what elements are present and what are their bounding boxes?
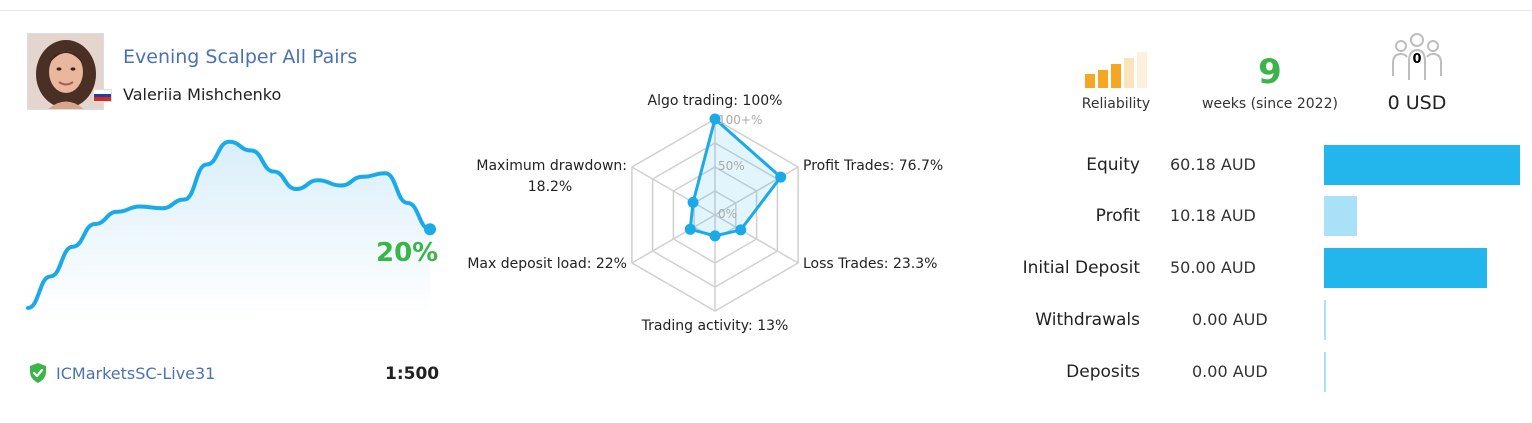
subscribers-count: 0 <box>1412 52 1422 67</box>
reliability-bar <box>1085 74 1095 88</box>
reliability-bar <box>1137 52 1147 88</box>
radar-label-algo: Algo trading: 100% <box>648 93 783 109</box>
radar-label-deposit-load: Max deposit load: 22% <box>467 256 627 272</box>
stat-value: 0.00 AUD <box>1192 310 1268 329</box>
radar-grid-spoke <box>631 214 716 264</box>
stat-initial-deposit: Initial Deposit 50.00 AUD <box>960 248 1530 288</box>
broker-server[interactable]: ICMarketsSC-Live31 <box>28 362 215 384</box>
stat-bar <box>1324 145 1520 185</box>
radar-points <box>684 113 787 242</box>
stat-bar <box>1324 196 1358 236</box>
radar-label-drawdown: Maximum drawdown: <box>476 158 627 174</box>
stat-label: Profit <box>1095 206 1140 226</box>
reliability-bar <box>1098 70 1108 88</box>
stat-label: Deposits <box>1066 362 1140 382</box>
radar-point <box>735 224 747 236</box>
stat-equity: Equity 60.18 AUD <box>960 145 1530 185</box>
growth-percent: 20% <box>376 238 439 268</box>
top-divider <box>0 10 1532 11</box>
radar-chart: 100+% 50% 0% Algo trading: 100% Profit T… <box>467 93 943 334</box>
radar-scale-50: 50% <box>718 159 745 173</box>
stat-label: Initial Deposit <box>1022 258 1140 278</box>
radar-label-drawdown-value: 18.2% <box>528 179 572 195</box>
reliability-bars-icon <box>1070 52 1162 88</box>
subscribers[interactable]: 0 0 USD <box>1372 30 1462 114</box>
stat-value: 50.00 AUD <box>1170 258 1256 277</box>
stat-profit: Profit 10.18 AUD <box>960 196 1530 236</box>
reliability-bar <box>1111 64 1121 88</box>
weeks-count: 9 <box>1258 52 1282 92</box>
author-name[interactable]: Valeriia Mishchenko <box>123 85 282 104</box>
reliability-bar <box>1124 58 1134 88</box>
growth-endpoint <box>424 223 436 236</box>
signal-title[interactable]: Evening Scalper All Pairs <box>123 46 358 68</box>
stat-label: Equity <box>1086 155 1140 175</box>
radar-point <box>687 196 699 208</box>
people-icon: 0 <box>1390 30 1444 84</box>
radar-label-loss: Loss Trades: 23.3% <box>803 256 937 272</box>
reliability[interactable]: Reliability <box>1070 52 1162 112</box>
radar-point <box>709 230 721 242</box>
radar-grid-spoke <box>714 214 799 264</box>
stat-value: 60.18 AUD <box>1170 155 1256 174</box>
stat-bar <box>1324 352 1326 392</box>
weeks-label: weeks (since 2022) <box>1202 96 1338 112</box>
radar-label-profit: Profit Trades: 76.7% <box>803 158 943 174</box>
subscribers-usd: 0 USD <box>1387 92 1447 114</box>
reliability-label: Reliability <box>1081 96 1151 112</box>
broker-name[interactable]: ICMarketsSC-Live31 <box>56 363 216 383</box>
author-avatar[interactable] <box>27 33 104 110</box>
signal-age: 9 weeks (since 2022) <box>1190 52 1350 112</box>
radar-scale-0: 0% <box>718 207 737 221</box>
radar-grid-spoke <box>631 166 716 216</box>
stat-deposits: Deposits 0.00 AUD <box>960 352 1530 392</box>
radar-point <box>775 171 787 183</box>
radar-point <box>709 113 721 125</box>
stat-bar <box>1324 248 1487 288</box>
radar-point <box>684 223 696 235</box>
shield-check-icon <box>30 363 46 383</box>
stat-value: 0.00 AUD <box>1192 362 1268 381</box>
radar-label-activity: Trading activity: 13% <box>641 318 789 334</box>
russia-flag-icon <box>93 89 112 102</box>
stat-value: 10.18 AUD <box>1170 206 1256 225</box>
growth-chart <box>26 139 436 315</box>
stat-bar <box>1324 300 1326 340</box>
stat-withdrawals: Withdrawals 0.00 AUD <box>960 300 1530 340</box>
growth-line <box>26 139 432 310</box>
radar-scale-100: 100+% <box>718 113 762 127</box>
stat-label: Withdrawals <box>1035 310 1140 330</box>
leverage: 1:500 <box>385 364 440 384</box>
